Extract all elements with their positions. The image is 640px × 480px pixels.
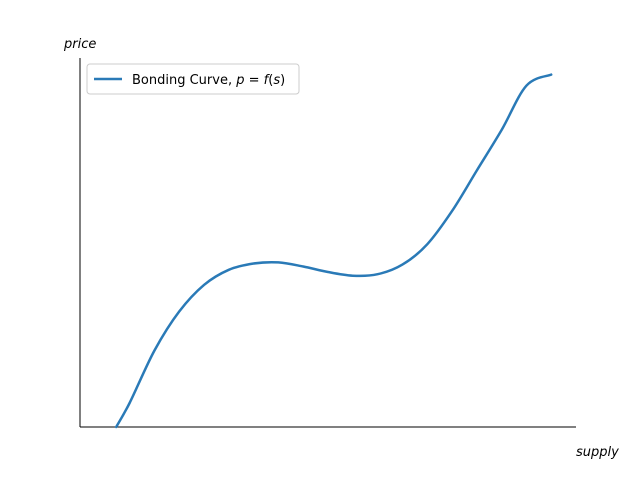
x-axis-label: supply	[576, 445, 619, 460]
series-line-bonding-curve	[114, 73, 553, 429]
y-axis-label: price	[63, 37, 96, 52]
legend: Bonding Curve, p = f(s)	[86, 63, 300, 95]
legend-box	[86, 63, 300, 95]
legend-label: Bonding Curve, p = f(s)	[132, 73, 285, 88]
axes	[79, 58, 576, 428]
